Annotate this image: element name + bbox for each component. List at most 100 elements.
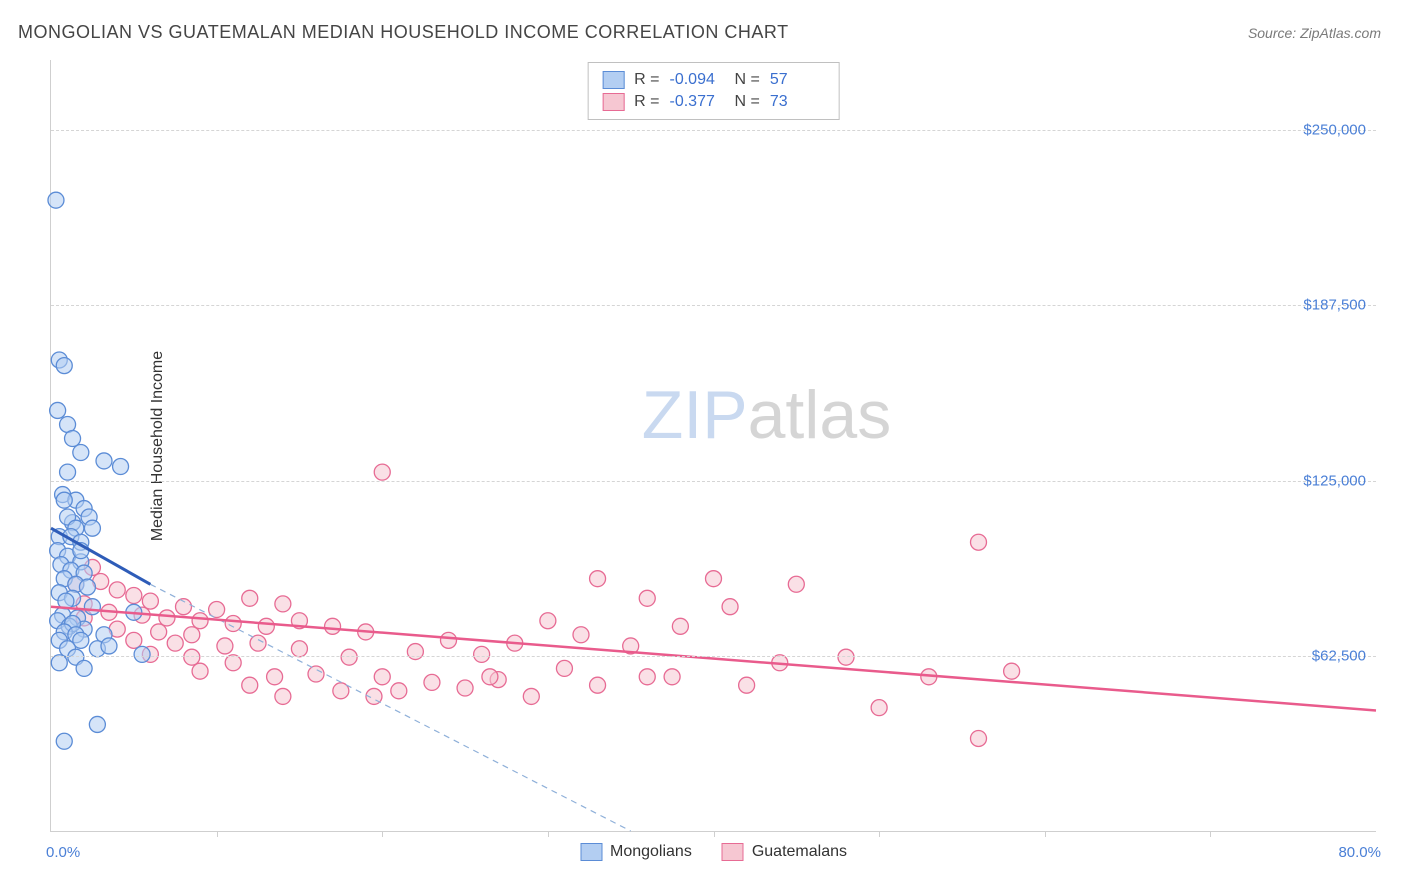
data-point (639, 669, 655, 685)
data-point (65, 430, 81, 446)
data-point (971, 534, 987, 550)
data-point (48, 192, 64, 208)
plot-svg (51, 60, 1376, 831)
data-point (573, 627, 589, 643)
data-point (250, 635, 266, 651)
gridline (51, 130, 1376, 131)
data-point (590, 677, 606, 693)
data-point (971, 730, 987, 746)
stats-swatch (602, 71, 624, 89)
data-point (151, 624, 167, 640)
data-point (275, 596, 291, 612)
x-axis-min-label: 0.0% (46, 844, 80, 861)
chart-area: Median Household Income ZIPatlas R =-0.0… (50, 60, 1376, 832)
data-point (184, 649, 200, 665)
data-point (84, 599, 100, 615)
stats-swatch (602, 93, 624, 111)
data-point (242, 677, 258, 693)
x-axis-max-label: 80.0% (1338, 844, 1381, 861)
gridline (51, 656, 1376, 657)
data-point (84, 520, 100, 536)
data-point (664, 669, 680, 685)
y-tick-label: $62,500 (1312, 647, 1366, 664)
legend-label: Mongolians (610, 843, 692, 861)
data-point (441, 632, 457, 648)
data-point (56, 733, 72, 749)
stats-r-label: R = (634, 71, 659, 89)
gridline (51, 481, 1376, 482)
x-tick (217, 831, 218, 837)
data-point (217, 638, 233, 654)
data-point (722, 599, 738, 615)
stats-n-label: N = (735, 93, 760, 111)
legend: Mongolians Guatemalans (580, 843, 847, 861)
legend-swatch (722, 843, 744, 861)
data-point (788, 576, 804, 592)
stats-n-value: 73 (770, 93, 825, 111)
data-point (308, 666, 324, 682)
data-point (672, 618, 688, 634)
data-point (192, 663, 208, 679)
y-tick-label: $187,500 (1303, 297, 1366, 314)
data-point (192, 613, 208, 629)
chart-title: MONGOLIAN VS GUATEMALAN MEDIAN HOUSEHOLD… (18, 22, 789, 43)
gridline (51, 305, 1376, 306)
data-point (184, 627, 200, 643)
data-point (523, 688, 539, 704)
data-point (113, 459, 129, 475)
stats-r-value: -0.094 (670, 71, 725, 89)
data-point (167, 635, 183, 651)
data-point (275, 688, 291, 704)
data-point (341, 649, 357, 665)
source-label: Source: ZipAtlas.com (1248, 25, 1381, 41)
trend-line (51, 607, 1376, 711)
data-point (134, 646, 150, 662)
data-point (474, 646, 490, 662)
data-point (291, 641, 307, 657)
data-point (242, 590, 258, 606)
data-point (639, 590, 655, 606)
data-point (482, 669, 498, 685)
data-point (407, 644, 423, 660)
x-tick (714, 831, 715, 837)
data-point (159, 610, 175, 626)
legend-item: Guatemalans (722, 843, 847, 861)
data-point (325, 618, 341, 634)
data-point (706, 571, 722, 587)
data-point (424, 674, 440, 690)
legend-label: Guatemalans (752, 843, 847, 861)
stats-n-label: N = (735, 71, 760, 89)
stats-row: R = -0.094 N = 57 (602, 69, 825, 91)
stats-n-value: 57 (770, 71, 825, 89)
data-point (267, 669, 283, 685)
data-point (142, 593, 158, 609)
data-point (76, 660, 92, 676)
data-point (79, 579, 95, 595)
data-point (391, 683, 407, 699)
data-point (109, 582, 125, 598)
stats-row: R =-0.377N =73 (602, 91, 825, 113)
data-point (56, 492, 72, 508)
data-point (374, 464, 390, 480)
stats-box: R =-0.094N =57R =-0.377N =73 (587, 62, 840, 120)
data-point (50, 402, 66, 418)
data-point (126, 587, 142, 603)
data-point (96, 453, 112, 469)
x-tick (879, 831, 880, 837)
data-point (739, 677, 755, 693)
data-point (225, 655, 241, 671)
x-tick (382, 831, 383, 837)
data-point (56, 358, 72, 374)
data-point (258, 618, 274, 634)
y-tick-label: $125,000 (1303, 472, 1366, 489)
data-point (457, 680, 473, 696)
data-point (838, 649, 854, 665)
data-point (556, 660, 572, 676)
y-tick-label: $250,000 (1303, 122, 1366, 139)
data-point (101, 638, 117, 654)
data-point (1004, 663, 1020, 679)
data-point (51, 655, 67, 671)
data-point (590, 571, 606, 587)
data-point (89, 716, 105, 732)
data-point (126, 632, 142, 648)
